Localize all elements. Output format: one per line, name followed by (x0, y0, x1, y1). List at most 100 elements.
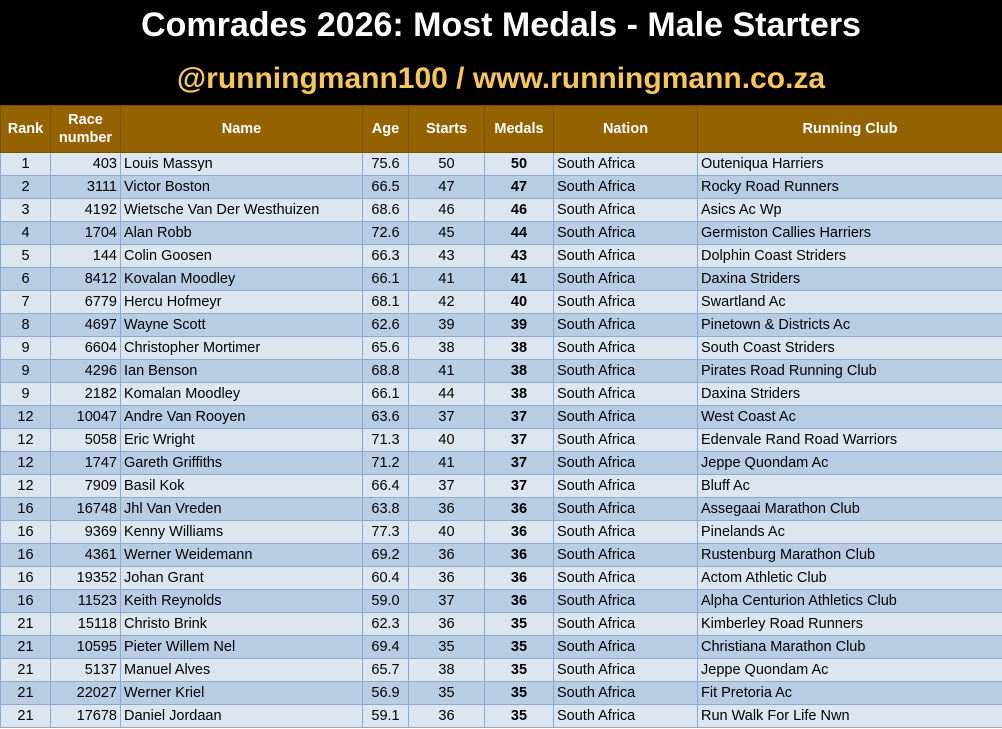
table-cell: 403 (50, 152, 121, 176)
table-cell: 12 (0, 451, 51, 475)
table-cell: 68.8 (362, 359, 409, 383)
table-row: 21 22027 Werner Kriel 56.9 35 35 South Africa F… (0, 681, 1002, 705)
table-cell: South Africa (553, 405, 698, 429)
table-cell: 39 (408, 313, 485, 337)
title: Comrades 2026: Most Medals - Male Starte… (141, 6, 861, 44)
table-row: 4 1704 Alan Robb 72.6 45 44 South Africa Germis… (0, 221, 1002, 245)
table-cell: Eric Wright (120, 428, 363, 452)
table-row: 2 3111 Victor Boston 66.5 47 47 South Africa Ro… (0, 175, 1002, 199)
table-row: 12 7909 Basil Kok 66.4 37 37 South Africa Bluff… (0, 474, 1002, 498)
table-cell: Wietsche Van Der Westhuizen (120, 198, 363, 222)
table-cell: Hercu Hofmeyr (120, 290, 363, 314)
table-cell: 69.2 (362, 543, 409, 567)
table-row: 9 2182 Komalan Moodley 66.1 44 38 South Africa… (0, 382, 1002, 406)
table-cell: South Africa (553, 589, 698, 613)
table-cell: Jeppe Quondam Ac (697, 658, 1002, 682)
table-cell: South Africa (553, 198, 698, 222)
table-cell: Victor Boston (120, 175, 363, 199)
table-cell: 21 (0, 681, 51, 705)
table-cell: Outeniqua Harriers (697, 152, 1002, 176)
table-cell: Christo Brink (120, 612, 363, 636)
table-cell: South Africa (553, 635, 698, 659)
table-cell: 37 (484, 405, 554, 429)
table-cell: 12 (0, 405, 51, 429)
table-cell: 37 (408, 474, 485, 498)
table-cell: 66.5 (362, 175, 409, 199)
table-cell: Komalan Moodley (120, 382, 363, 406)
table-cell: 12 (0, 474, 51, 498)
table-cell: 63.8 (362, 497, 409, 521)
table-row: 9 4296 Ian Benson 68.8 41 38 South Africa Pirat… (0, 359, 1002, 383)
table-cell: South Africa (553, 336, 698, 360)
table-cell: 75.6 (362, 152, 409, 176)
table-cell: South Africa (553, 520, 698, 544)
table-cell: Alpha Centurion Athletics Club (697, 589, 1002, 613)
table-cell: 65.6 (362, 336, 409, 360)
table-cell: South Africa (553, 612, 698, 636)
table-cell: Andre Van Rooyen (120, 405, 363, 429)
table-cell: 9 (0, 336, 51, 360)
table-row: 8 4697 Wayne Scott 62.6 39 39 South Africa Pine… (0, 313, 1002, 337)
table-cell: Alan Robb (120, 221, 363, 245)
table-cell: 3 (0, 198, 51, 222)
table-cell: 36 (408, 543, 485, 567)
table-cell: South Africa (553, 313, 698, 337)
table-cell: 41 (408, 359, 485, 383)
table-cell: 1 (0, 152, 51, 176)
table-cell: 1704 (50, 221, 121, 245)
table-cell: 71.3 (362, 428, 409, 452)
table-cell: 45 (408, 221, 485, 245)
table-cell: 60.4 (362, 566, 409, 590)
table-row: 21 15118 Christo Brink 62.3 36 35 South Africa… (0, 612, 1002, 636)
table-cell: 41 (408, 451, 485, 475)
table-cell: 39 (484, 313, 554, 337)
table-cell: 40 (408, 428, 485, 452)
table-cell: Colin Goosen (120, 244, 363, 268)
table-cell: 59.1 (362, 704, 409, 728)
table-cell: 68.6 (362, 198, 409, 222)
table-cell: 66.3 (362, 244, 409, 268)
column-header: Starts (408, 105, 485, 153)
table-cell: 44 (484, 221, 554, 245)
table-cell: 6604 (50, 336, 121, 360)
table-cell: 35 (484, 681, 554, 705)
table-cell: Pirates Road Running Club (697, 359, 1002, 383)
table-cell: 15118 (50, 612, 121, 636)
table-cell: 36 (484, 497, 554, 521)
table-cell: Daxina Striders (697, 382, 1002, 406)
table-cell: South Africa (553, 681, 698, 705)
table-cell: 35 (484, 612, 554, 636)
table-row: 21 5137 Manuel Alves 65.7 38 35 South Africa Je… (0, 658, 1002, 682)
table-cell: Gareth Griffiths (120, 451, 363, 475)
table-cell: 5137 (50, 658, 121, 682)
table-row: 16 16748 Jhl Van Vreden 63.8 36 36 South Afric… (0, 497, 1002, 521)
table-cell: 21 (0, 658, 51, 682)
table-row: 21 17678 Daniel Jordaan 59.1 36 35 South Afric… (0, 704, 1002, 728)
table-cell: Daniel Jordaan (120, 704, 363, 728)
column-header: Rank (0, 105, 51, 153)
table-cell: 16 (0, 566, 51, 590)
table-cell: 4192 (50, 198, 121, 222)
banner: Comrades 2026: Most Medals - Male Starte… (0, 0, 1002, 105)
table-cell: 66.1 (362, 382, 409, 406)
table-cell: 71.2 (362, 451, 409, 475)
table-cell: Edenvale Rand Road Warriors (697, 428, 1002, 452)
table-cell: 2182 (50, 382, 121, 406)
table-cell: Assegaai Marathon Club (697, 497, 1002, 521)
column-header: Name (120, 105, 363, 153)
table-row: 12 1747 Gareth Griffiths 71.2 41 37 South Afri… (0, 451, 1002, 475)
table-cell: South Africa (553, 497, 698, 521)
table-cell: 35 (484, 704, 554, 728)
table-cell: South Africa (553, 428, 698, 452)
table-cell: South Coast Striders (697, 336, 1002, 360)
table-cell: 77.3 (362, 520, 409, 544)
table-cell: 37 (484, 428, 554, 452)
table-row: 12 10047 Andre Van Rooyen 63.6 37 37 South Afr… (0, 405, 1002, 429)
table-cell: 50 (484, 152, 554, 176)
table-cell: South Africa (553, 290, 698, 314)
table-cell: South Africa (553, 244, 698, 268)
table-row: 12 5058 Eric Wright 71.3 40 37 South Africa Ede… (0, 428, 1002, 452)
table-row: 16 9369 Kenny Williams 77.3 40 36 South Africa… (0, 520, 1002, 544)
table-cell: South Africa (553, 267, 698, 291)
table-cell: Christopher Mortimer (120, 336, 363, 360)
